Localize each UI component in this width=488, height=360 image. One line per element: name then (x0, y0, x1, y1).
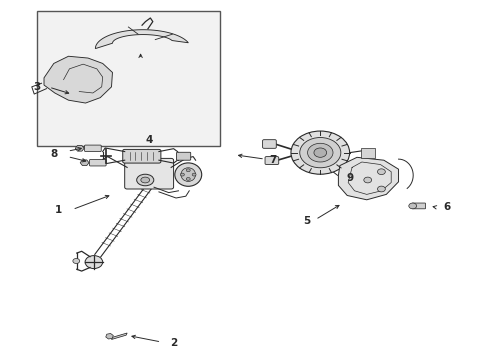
Polygon shape (338, 157, 398, 200)
Circle shape (307, 143, 332, 162)
Ellipse shape (181, 168, 195, 181)
Circle shape (180, 173, 184, 176)
FancyBboxPatch shape (262, 140, 276, 148)
Polygon shape (75, 145, 84, 151)
Circle shape (186, 177, 190, 180)
Circle shape (290, 131, 349, 174)
Bar (37, 11, 220, 146)
Circle shape (313, 148, 326, 157)
Circle shape (377, 169, 385, 175)
FancyBboxPatch shape (264, 157, 278, 165)
FancyBboxPatch shape (411, 203, 425, 209)
Circle shape (73, 258, 80, 264)
Ellipse shape (141, 177, 149, 183)
Polygon shape (111, 333, 127, 339)
Polygon shape (44, 56, 112, 103)
Circle shape (186, 169, 190, 172)
Text: 9: 9 (346, 173, 352, 183)
Text: 3: 3 (33, 82, 40, 92)
Circle shape (299, 138, 340, 168)
Text: 4: 4 (145, 135, 153, 145)
Polygon shape (80, 160, 89, 166)
Circle shape (85, 256, 102, 269)
Circle shape (363, 177, 371, 183)
FancyBboxPatch shape (360, 148, 374, 158)
FancyBboxPatch shape (84, 145, 101, 152)
FancyBboxPatch shape (124, 158, 173, 189)
Text: 5: 5 (303, 216, 310, 226)
FancyBboxPatch shape (122, 149, 161, 163)
Ellipse shape (175, 163, 201, 186)
Circle shape (192, 173, 196, 176)
Polygon shape (95, 30, 188, 49)
Text: 1: 1 (55, 204, 62, 215)
Text: 6: 6 (443, 202, 450, 212)
Text: 8: 8 (50, 149, 57, 159)
FancyBboxPatch shape (89, 159, 106, 166)
Polygon shape (105, 333, 113, 339)
Text: 7: 7 (268, 155, 276, 165)
Circle shape (377, 186, 385, 192)
Ellipse shape (136, 174, 153, 186)
FancyBboxPatch shape (176, 152, 190, 160)
Text: 2: 2 (170, 338, 177, 348)
Circle shape (408, 203, 416, 209)
